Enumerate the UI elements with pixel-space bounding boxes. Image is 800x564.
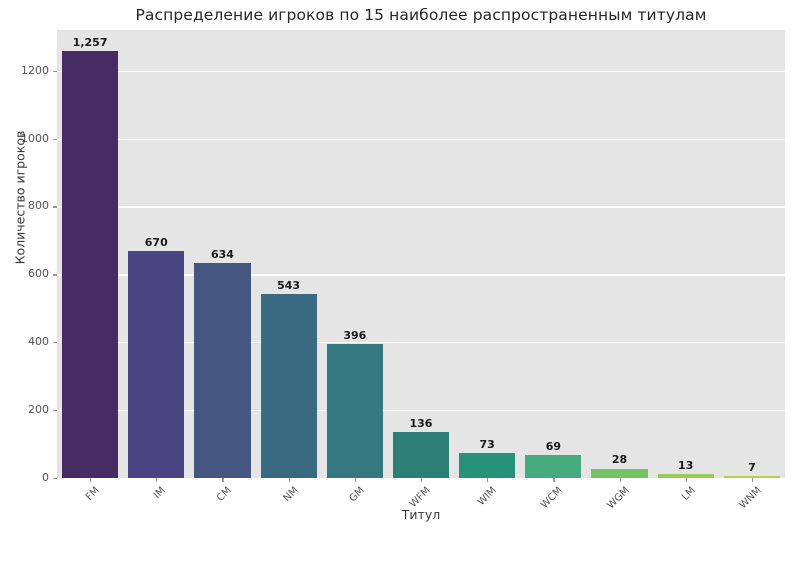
y-tick-label: 1200 (21, 63, 49, 77)
y-tick-mark (53, 478, 57, 480)
bar-value-label: 13 (678, 458, 694, 472)
y-tick-label: 600 (28, 267, 49, 281)
x-tick-mark (487, 478, 489, 482)
bar[interactable] (459, 453, 516, 478)
bar[interactable] (128, 250, 185, 478)
y-tick-mark (53, 342, 57, 344)
x-tick-mark (421, 478, 423, 482)
bar-value-label: 1,257 (72, 36, 108, 50)
bar-value-label: 28 (611, 453, 628, 467)
y-tick-mark (53, 138, 57, 140)
x-tick-label: FM (83, 485, 102, 503)
y-tick-label: 0 (42, 471, 49, 484)
bar[interactable] (525, 454, 582, 478)
x-tick-label: WNM (737, 485, 764, 512)
chart-title: Распределение игроков по 15 наиболее рас… (135, 6, 707, 24)
gridline (57, 206, 785, 208)
x-tick-label: IM (152, 485, 169, 501)
x-tick-mark (685, 478, 687, 482)
plot-area: 1,257 670 634 543 396 136 73 69 28 13 7 (57, 30, 785, 480)
y-tick-mark (53, 206, 57, 208)
x-tick-mark (156, 478, 158, 482)
bar-value-label: 634 (210, 247, 234, 261)
bar-value-label: 396 (343, 328, 367, 342)
y-tick-label: 200 (28, 403, 49, 417)
bar[interactable] (723, 475, 781, 478)
x-tick-label: LM (679, 485, 698, 503)
bar[interactable] (591, 468, 648, 478)
x-tick-mark (288, 478, 290, 482)
y-tick-mark (53, 410, 57, 412)
x-tick-mark (751, 478, 754, 482)
bar-value-label: 69 (545, 439, 561, 453)
bar-value-label: 136 (409, 416, 433, 430)
gridline (57, 70, 785, 72)
x-tick-mark (553, 478, 555, 482)
gridline (57, 138, 785, 140)
x-tick-label: WFM (407, 485, 433, 510)
bar-value-label: 543 (277, 278, 301, 292)
bar-value-label: 7 (748, 460, 756, 474)
y-tick-mark (53, 70, 57, 72)
bar-value-label: 670 (144, 235, 168, 249)
x-tick-label: WCM (539, 485, 566, 511)
gridline (57, 342, 785, 344)
bar[interactable] (194, 262, 251, 478)
gridline (57, 274, 785, 276)
x-tick-label: WIM (475, 485, 499, 508)
y-tick-mark (53, 274, 57, 276)
x-axis-label: Титул (401, 507, 441, 522)
bar[interactable] (61, 51, 119, 478)
bar-value-label: 73 (479, 438, 495, 452)
x-tick-label: GM (347, 485, 367, 505)
chart-figure: Распределение игроков по 15 наиболее рас… (12, 6, 785, 522)
y-axis-label: Количество игроков (12, 130, 28, 265)
x-tick-label: WGM (604, 485, 632, 512)
x-tick-mark (354, 478, 356, 482)
x-tick-label: NM (281, 485, 301, 505)
bar[interactable] (326, 343, 383, 478)
x-tick-mark (619, 478, 621, 482)
y-tick-label: 400 (28, 335, 49, 349)
x-tick-mark (90, 478, 92, 482)
x-tick-mark (222, 478, 224, 482)
bar[interactable] (260, 293, 317, 478)
x-tick-label: CM (215, 485, 235, 504)
y-tick-label: 800 (28, 199, 49, 213)
bar[interactable] (392, 431, 450, 478)
bar[interactable] (657, 473, 714, 478)
gridline (57, 410, 785, 412)
y-tick-label: 1000 (21, 131, 49, 145)
